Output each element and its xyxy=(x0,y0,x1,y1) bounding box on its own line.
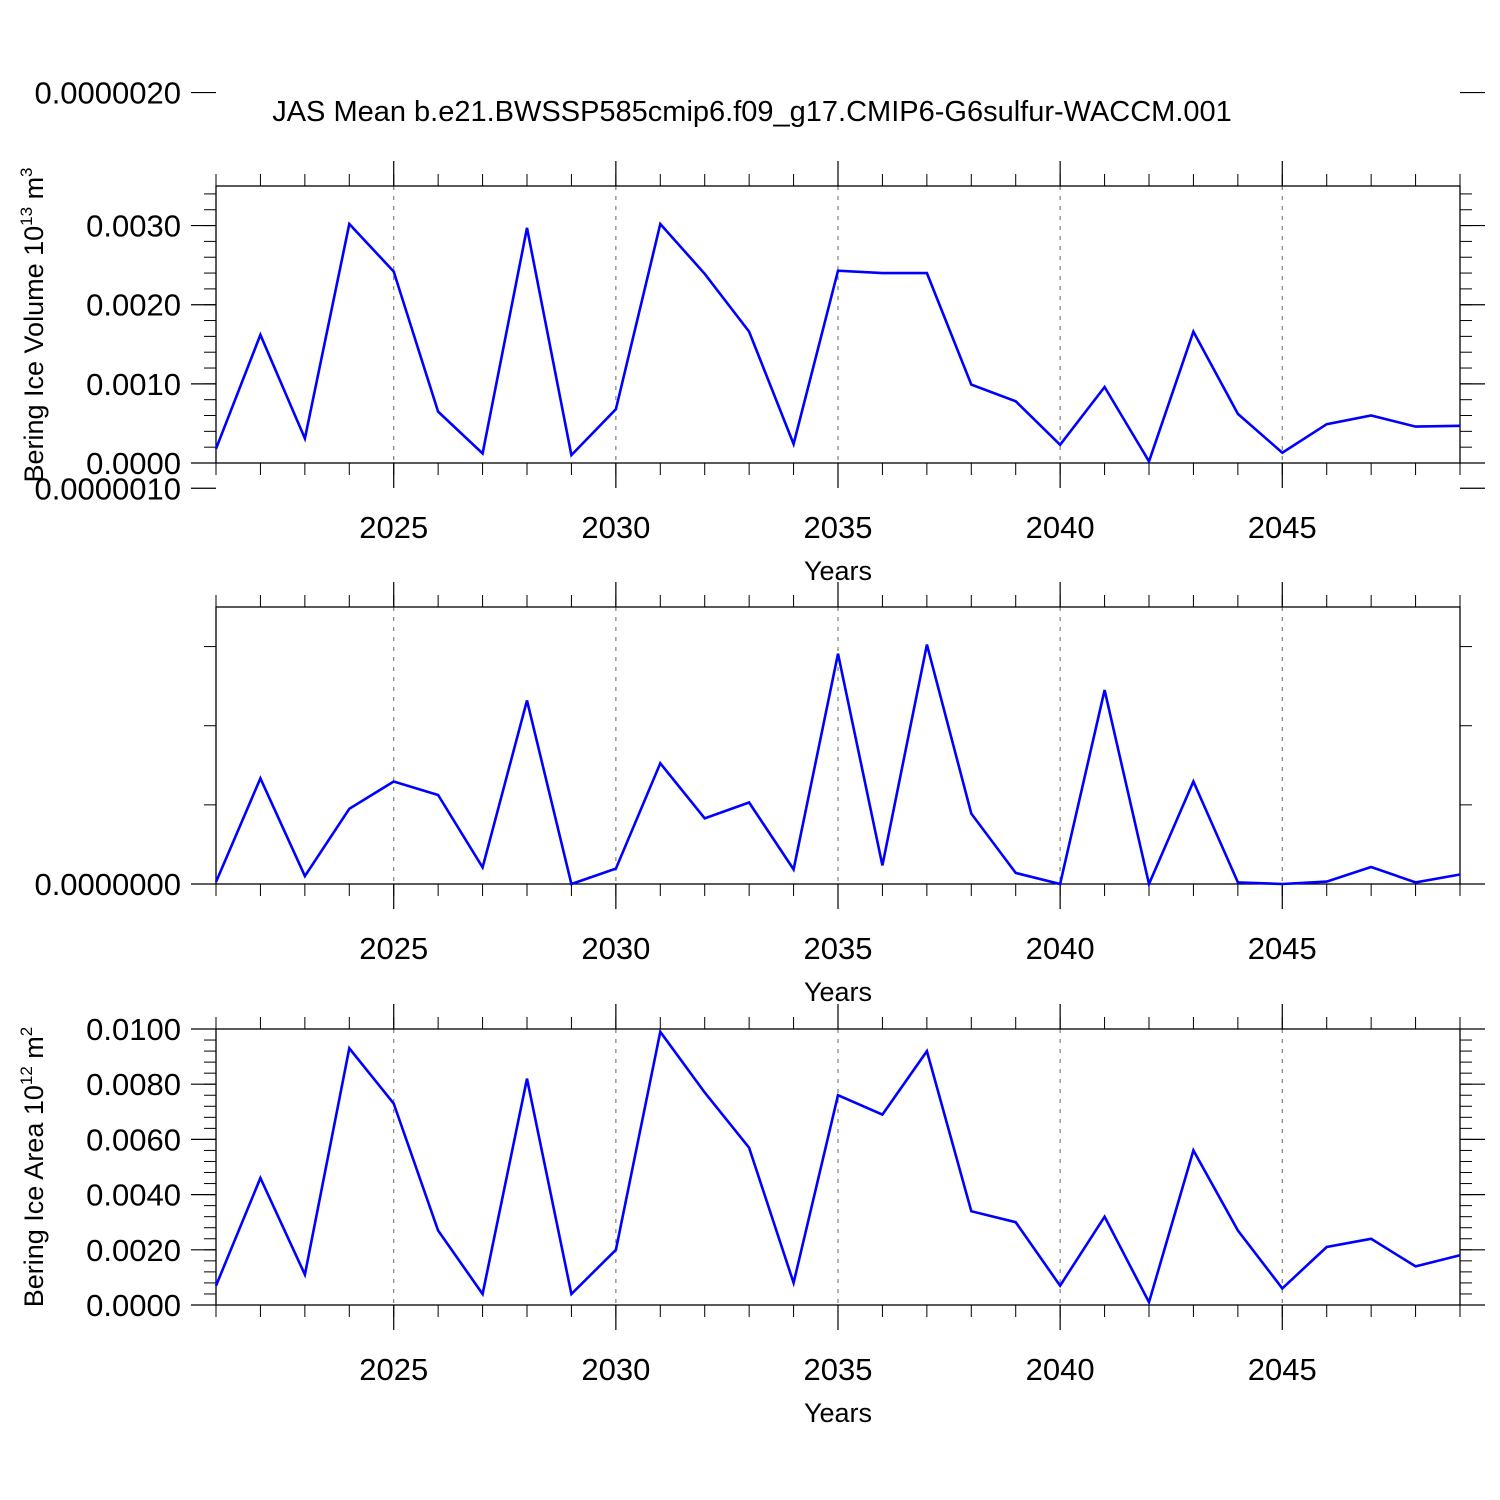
ice-volume-x-tick-label: 2045 xyxy=(1248,510,1317,545)
ice-volume-series-line xyxy=(214,221,1461,465)
second-series-panel: Years 2025 2030 2035 2040 2045 0.0000000 0.000… xyxy=(34,76,1485,1007)
ice-volume-x-tick-label: 2040 xyxy=(1026,510,1095,545)
ice-volume-ylabel: Bering Ice Volume 1013 m3 xyxy=(17,167,49,482)
ice-volume-y-tick-label: 0.0030 xyxy=(86,209,181,244)
ice-area-ylabel: Bering Ice Area 1012 m2 xyxy=(17,1027,49,1308)
second-series-x-tick-label: 2045 xyxy=(1248,931,1317,966)
ice-area-x-tick-label: 2025 xyxy=(359,1352,428,1387)
second-series-y-tick-label: 0.0000020 xyxy=(34,76,181,111)
second-series-y-tick-label: 0.0000010 xyxy=(34,471,181,506)
ice-volume-x-tick-label: 2030 xyxy=(581,510,650,545)
ice-volume-y-tick-label: 0.0020 xyxy=(86,288,181,323)
ice-area-y-tick-label: 0.0020 xyxy=(86,1233,181,1268)
ice-volume-ylabel-text: Bering Ice Volume 10 xyxy=(19,226,49,483)
ice-volume-panel: Bering Ice Volume 1013 m3 Years 2025 2030… xyxy=(17,161,1485,586)
second-series-x-tick-label: 2040 xyxy=(1026,931,1095,966)
ice-area-y-tick-label: 0.0040 xyxy=(86,1178,181,1213)
ice-area-ylabel-unit: m xyxy=(19,1036,49,1066)
ice-volume-x-tick-label: 2025 xyxy=(359,510,428,545)
ice-volume-ylabel-unit-exponent: 3 xyxy=(17,167,36,176)
second-series-x-tick-label: 2030 xyxy=(581,931,650,966)
ice-volume-plot-frame xyxy=(215,185,1461,464)
ice-area-panel: Bering Ice Area 1012 m2 Years 2025 2030 20… xyxy=(17,1004,1485,1428)
second-series-x-tick-label: 2025 xyxy=(359,931,428,966)
ice-area-x-tick-label: 2040 xyxy=(1026,1352,1095,1387)
ice-area-x-tick-label: 2035 xyxy=(804,1352,873,1387)
second-series-x-tick-label: 2035 xyxy=(804,931,873,966)
second-series-series-line xyxy=(214,644,1461,889)
ice-volume-ylabel-unit: m xyxy=(19,177,49,207)
ice-area-ylabel-exponent: 12 xyxy=(17,1066,36,1085)
ice-area-y-tick-label: 0.0080 xyxy=(86,1067,181,1102)
ice-area-y-tick-label: 0.0000 xyxy=(86,1288,181,1323)
ice-volume-y-tick-label: 0.0000 xyxy=(86,446,181,481)
ice-area-ylabel-text: Bering Ice Area 10 xyxy=(19,1085,49,1307)
ice-area-x-tick-label: 2045 xyxy=(1248,1352,1317,1387)
ice-volume-xlabel: Years xyxy=(804,556,872,586)
ice-volume-ylabel-exponent: 13 xyxy=(17,207,36,226)
ice-area-ylabel-unit-exponent: 2 xyxy=(17,1027,36,1036)
ice-area-xlabel: Years xyxy=(804,1398,872,1428)
second-series-plot-frame xyxy=(215,606,1461,885)
ice-volume-x-tick-label: 2035 xyxy=(804,510,873,545)
second-series-xlabel: Years xyxy=(804,977,872,1007)
ice-area-y-tick-label: 0.0100 xyxy=(86,1012,181,1047)
ice-volume-y-tick-label: 0.0010 xyxy=(86,367,181,402)
ice-area-x-tick-label: 2030 xyxy=(581,1352,650,1387)
ice-area-plot-frame xyxy=(215,1028,1461,1306)
ice-area-y-tick-label: 0.0060 xyxy=(86,1122,181,1157)
second-series-y-tick-label: 0.0000000 xyxy=(34,867,181,902)
ice-area-series-line xyxy=(214,1028,1461,1306)
figure-title: JAS Mean b.e21.BWSSP585cmip6.f09_g17.CMI… xyxy=(272,96,1232,128)
